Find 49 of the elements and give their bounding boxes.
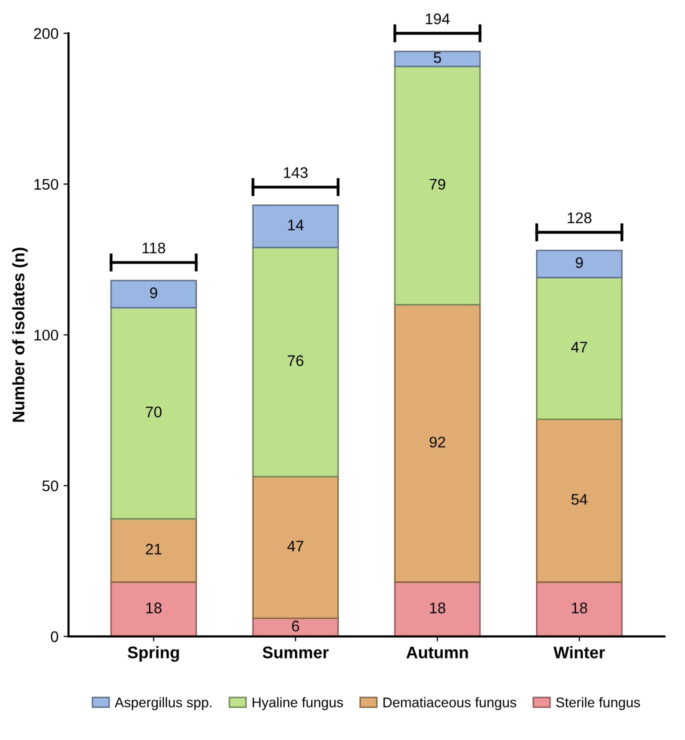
bar xyxy=(536,418,623,583)
y-tick-label: 150 xyxy=(34,178,58,190)
bar xyxy=(110,307,197,520)
data-label: 18 xyxy=(146,602,162,614)
data-label: 14 xyxy=(288,220,304,230)
bar xyxy=(536,250,623,278)
x-tick-label: Summer xyxy=(262,646,329,658)
x-tick-label: Winter xyxy=(553,646,605,658)
total-label: 118 xyxy=(142,242,166,254)
data-label: 9 xyxy=(576,257,583,268)
data-label: 54 xyxy=(571,494,588,505)
bar xyxy=(252,204,339,248)
legend-label: Aspergillus spp. xyxy=(114,697,212,710)
data-label: 92 xyxy=(430,436,446,448)
data-label: 70 xyxy=(146,406,162,418)
bar xyxy=(110,518,197,583)
y-axis-title: Number of isolates (n) xyxy=(12,248,28,422)
x-tick-label: Spring xyxy=(128,646,179,662)
x-tick-label: Autumn xyxy=(406,646,468,658)
total-label: 194 xyxy=(426,13,450,24)
y-tick-label: 100 xyxy=(34,330,58,341)
total-label: 128 xyxy=(568,212,592,224)
bar xyxy=(252,246,339,478)
bar xyxy=(394,581,481,636)
bar xyxy=(394,304,481,583)
data-label: 5 xyxy=(434,52,442,64)
data-label: 21 xyxy=(146,544,162,554)
data-label: 47 xyxy=(571,342,588,352)
bar xyxy=(536,581,623,636)
data-label: 9 xyxy=(150,287,158,298)
bar xyxy=(252,476,339,619)
data-label: 76 xyxy=(288,355,304,366)
bar xyxy=(394,66,481,306)
y-tick-label: 200 xyxy=(34,28,58,39)
data-label: 18 xyxy=(572,602,588,614)
data-label: 47 xyxy=(287,540,304,552)
y-tick-label: 50 xyxy=(42,480,58,492)
bar xyxy=(110,280,197,308)
legend-label: Sterile fungus xyxy=(556,697,640,710)
total-label: 143 xyxy=(284,167,308,178)
legend-label: Hyaline fungus xyxy=(252,697,343,710)
y-tick-label: 0 xyxy=(50,631,58,642)
data-label: 18 xyxy=(430,602,446,614)
bar xyxy=(536,276,623,420)
bar xyxy=(394,50,481,68)
legend-label: Dematiaceous fungus xyxy=(384,697,516,710)
data-label: 6 xyxy=(292,620,300,632)
data-label: 79 xyxy=(430,178,446,190)
bar xyxy=(110,581,197,636)
